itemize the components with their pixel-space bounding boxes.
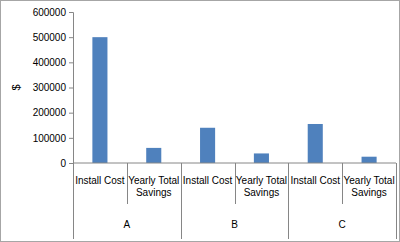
y-tick-mark [69, 138, 73, 139]
y-tick-label: 300000 [33, 82, 67, 93]
y-tick-mark [69, 12, 73, 13]
category-dividers [74, 163, 397, 239]
y-tick: 300000 [33, 82, 73, 93]
x-axis-line [73, 163, 396, 164]
y-axis-line [69, 13, 74, 164]
y-axis-title: $ [10, 84, 22, 90]
y-tick-mark [69, 62, 73, 63]
y-tick-label: 100000 [33, 133, 67, 144]
y-tick: 100000 [33, 133, 73, 144]
y-tick-label: 0 [60, 158, 66, 169]
group-label: C [339, 219, 346, 230]
chart-frame [1, 1, 400, 242]
y-tick: 0 [60, 158, 73, 169]
chart: 0 100000 200000 300000 400000 500000 600000 $ In… [0, 0, 400, 242]
category-label: Yearly TotalSavings [128, 175, 179, 198]
y-tick-mark [69, 37, 73, 38]
category-label: Yearly TotalSavings [344, 175, 395, 198]
category-divider [288, 163, 289, 239]
y-tick-label: 600000 [33, 7, 67, 18]
y-tick: 500000 [33, 32, 73, 43]
y-tick-label: 200000 [33, 107, 67, 118]
y-tick: 600000 [33, 7, 73, 18]
category-label: Yearly TotalSavings [236, 175, 287, 198]
category-labels: Install CostYearly TotalSavingsInstall C… [75, 175, 394, 198]
y-tick-mark [69, 163, 73, 164]
group-label: A [123, 219, 130, 230]
category-label: Install Cost [291, 175, 341, 186]
category-label: Install Cost [75, 175, 125, 186]
bar [200, 128, 215, 163]
group-labels: A B C [123, 219, 345, 230]
category-divider [181, 163, 182, 239]
y-axis: 0 100000 200000 300000 400000 500000 600000 [33, 7, 74, 169]
y-tick: 200000 [33, 107, 73, 118]
y-tick-mark [69, 88, 73, 89]
bar [146, 148, 161, 163]
category-divider [73, 163, 74, 239]
y-tick: 400000 [33, 57, 73, 68]
bar [308, 124, 323, 163]
bar [92, 37, 107, 163]
group-label: B [231, 219, 238, 230]
y-tick-label: 400000 [33, 57, 67, 68]
category-label: Install Cost [183, 175, 233, 186]
bar [254, 153, 269, 163]
category-divider [396, 163, 397, 239]
y-tick-label: 500000 [33, 32, 67, 43]
bars [92, 37, 376, 163]
bar [362, 157, 377, 163]
y-tick-mark [69, 113, 73, 114]
